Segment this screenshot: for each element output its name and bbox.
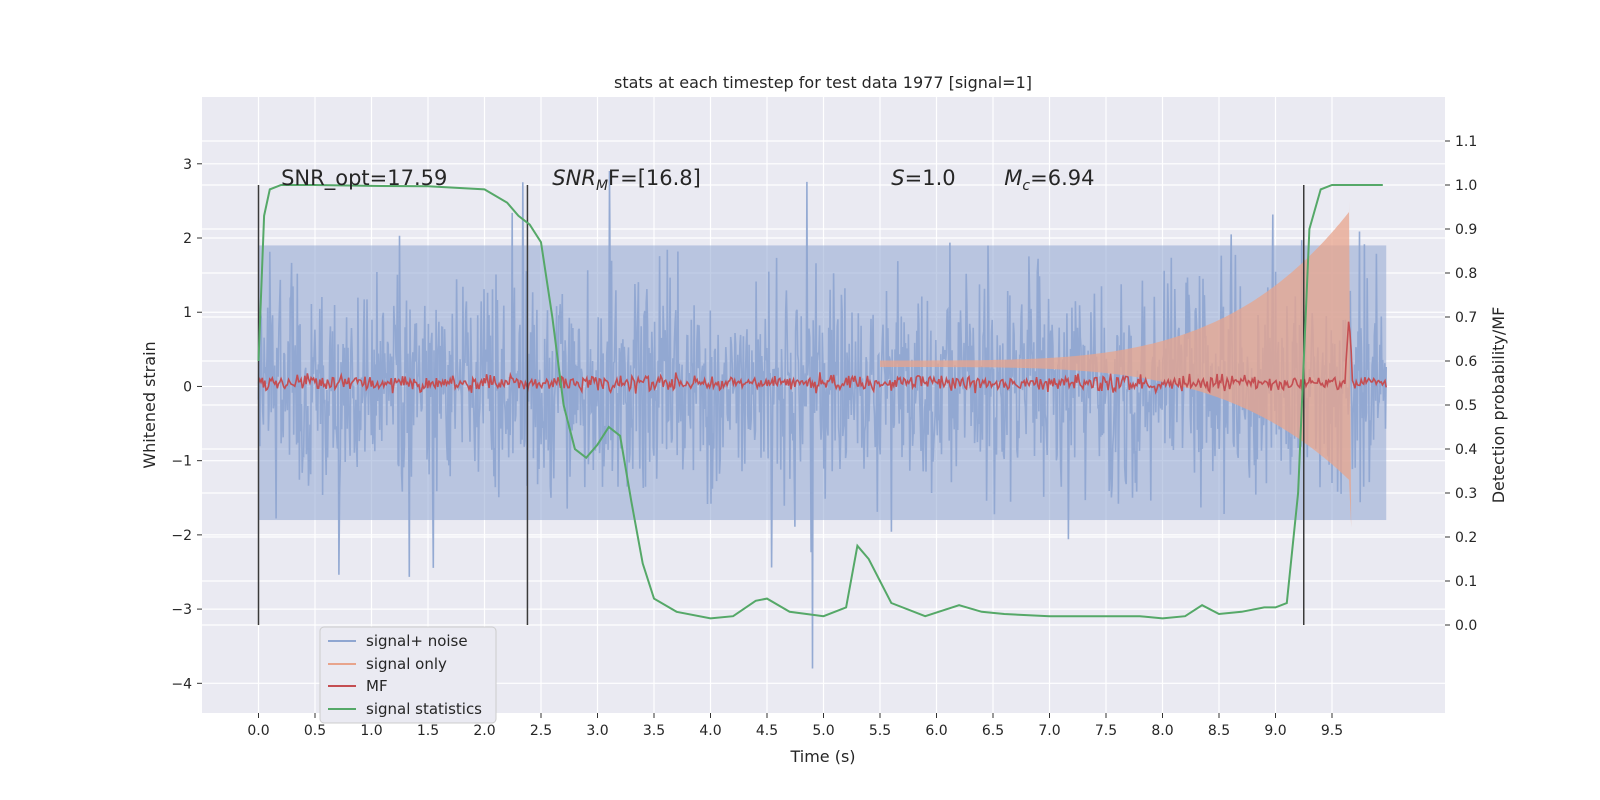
y-tick-label-right: 1.1: [1455, 134, 1477, 150]
legend: signal+ noise signal only MF signal stat…: [319, 626, 497, 724]
legend-label-signal-only: signal only: [366, 655, 447, 673]
annotation-1: SNRMF=[16.8]: [552, 166, 701, 194]
x-tick-label: 8.5: [1208, 723, 1230, 739]
annotations: SNR_opt=17.59 SNRMF=[16.8] S=1.0 Mc=6.94: [281, 166, 1094, 194]
x-tick-label: 8.0: [1151, 723, 1173, 739]
x-tick-label: 9.5: [1321, 723, 1343, 739]
y-tick-label-right: 0.4: [1455, 442, 1477, 458]
y-tick-label-right: 1.0: [1455, 178, 1477, 194]
tick-labels: 0.0 0.5 1.0 1.5 2.0 2.5 3.0 3.5 4.0 4.5 5.0 5.5 6.0 6…: [171, 134, 1477, 739]
x-tick-label: 1.5: [417, 723, 439, 739]
x-tick-label: 5.0: [812, 723, 834, 739]
y-tick-label-left: −3: [171, 602, 192, 618]
y-axis-label-left: Whitened strain: [140, 341, 159, 468]
x-tick-label: 1.0: [360, 723, 382, 739]
x-tick-label: 5.5: [869, 723, 891, 739]
x-tick-label: 2.5: [530, 723, 552, 739]
y-tick-label-left: 0: [183, 379, 192, 395]
x-tick-label: 4.5: [756, 723, 778, 739]
legend-label-signal-statistics: signal statistics: [366, 700, 482, 718]
y-tick-label-right: 0.0: [1455, 618, 1477, 634]
y-tick-label-left: 1: [183, 305, 192, 321]
y-tick-label-right: 0.7: [1455, 310, 1477, 326]
mf-line: [257, 321, 1387, 395]
annotation-3: Mc=6.94: [1004, 166, 1094, 194]
y-tick-label-right: 0.2: [1455, 530, 1477, 546]
x-tick-label: 0.5: [304, 723, 326, 739]
x-tick-label: 7.5: [1095, 723, 1117, 739]
y-tick-label-left: −1: [171, 454, 192, 470]
y-tick-label-left: 2: [183, 231, 192, 247]
y-tick-label-right: 0.3: [1455, 486, 1477, 502]
x-tick-label: 6.5: [982, 723, 1004, 739]
signal-only-series: [880, 200, 1352, 528]
legend-label-signal-noise: signal+ noise: [366, 632, 468, 650]
x-tick-label: 6.0: [925, 723, 947, 739]
y-tick-label-right: 0.5: [1455, 398, 1477, 414]
y-tick-label-left: −2: [171, 528, 192, 544]
legend-box: [319, 626, 497, 724]
y-tick-label-right: 0.9: [1455, 222, 1477, 238]
x-axis-label: Time (s): [789, 747, 855, 766]
vertical-markers: [257, 185, 1305, 625]
signal-statistics-series: [257, 184, 1383, 620]
chart-title: stats at each timestep for test data 197…: [614, 73, 1032, 92]
signal-statistics-line: [257, 184, 1383, 620]
x-tick-label: 0.0: [247, 723, 269, 739]
legend-label-mf: MF: [366, 677, 388, 695]
x-tick-label: 3.5: [643, 723, 665, 739]
x-tick-label: 3.0: [586, 723, 608, 739]
y-tick-label-right: 0.8: [1455, 266, 1477, 282]
y-tick-label-left: 3: [183, 157, 192, 173]
signal-only-envelope: [880, 200, 1352, 528]
y-axis-label-right: Detection probability/MF: [1489, 307, 1508, 504]
y-tick-label-right: 0.6: [1455, 354, 1477, 370]
x-tick-label: 2.0: [473, 723, 495, 739]
annotation-0: SNR_opt=17.59: [281, 166, 447, 191]
x-tick-label: 7.0: [1038, 723, 1060, 739]
y-tick-label-left: −4: [171, 676, 192, 692]
x-tick-label: 9.0: [1264, 723, 1286, 739]
annotation-2: S=1.0: [891, 166, 955, 190]
y-tick-label-right: 0.1: [1455, 574, 1477, 590]
x-tick-label: 4.0: [699, 723, 721, 739]
mf-series: [257, 321, 1387, 395]
